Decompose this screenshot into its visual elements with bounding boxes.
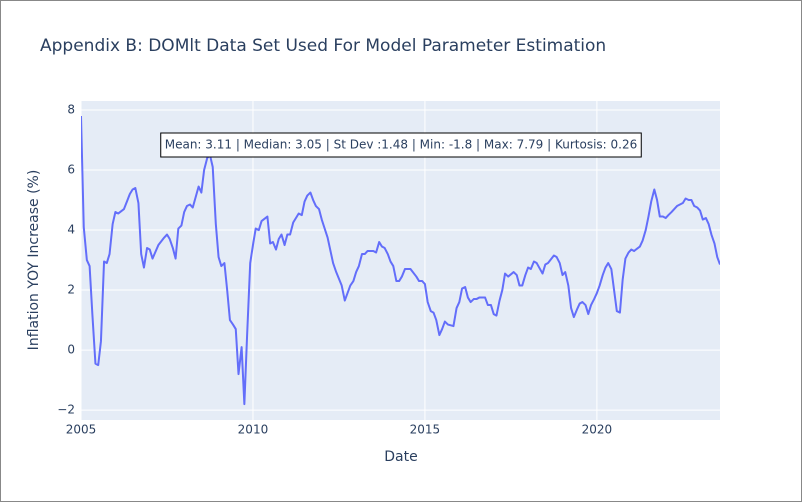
annotation-box bbox=[160, 132, 642, 158]
y-tick-label: 8 bbox=[67, 103, 75, 117]
y-tick-label: −2 bbox=[57, 403, 75, 417]
y-tick-label: 4 bbox=[67, 223, 75, 237]
x-tick-label: 2015 bbox=[410, 423, 441, 437]
annotation: Mean: 3.11 | Median: 3.05 | St Dev :1.48… bbox=[165, 138, 638, 152]
chart-title: Appendix B: DOMlt Data Set Used For Mode… bbox=[40, 36, 606, 56]
x-tick-label: 2010 bbox=[238, 423, 269, 437]
x-axis-title: Date bbox=[384, 449, 417, 465]
y-tick-label: 2 bbox=[67, 283, 75, 297]
y-tick-label: 0 bbox=[67, 343, 75, 357]
x-tick-label: 2005 bbox=[66, 423, 97, 437]
y-tick-label: 6 bbox=[67, 163, 75, 177]
y-axis-title: Inflation YOY Increase (%) bbox=[26, 170, 42, 351]
x-tick-label: 2020 bbox=[582, 423, 613, 437]
data-line bbox=[81, 115, 720, 406]
